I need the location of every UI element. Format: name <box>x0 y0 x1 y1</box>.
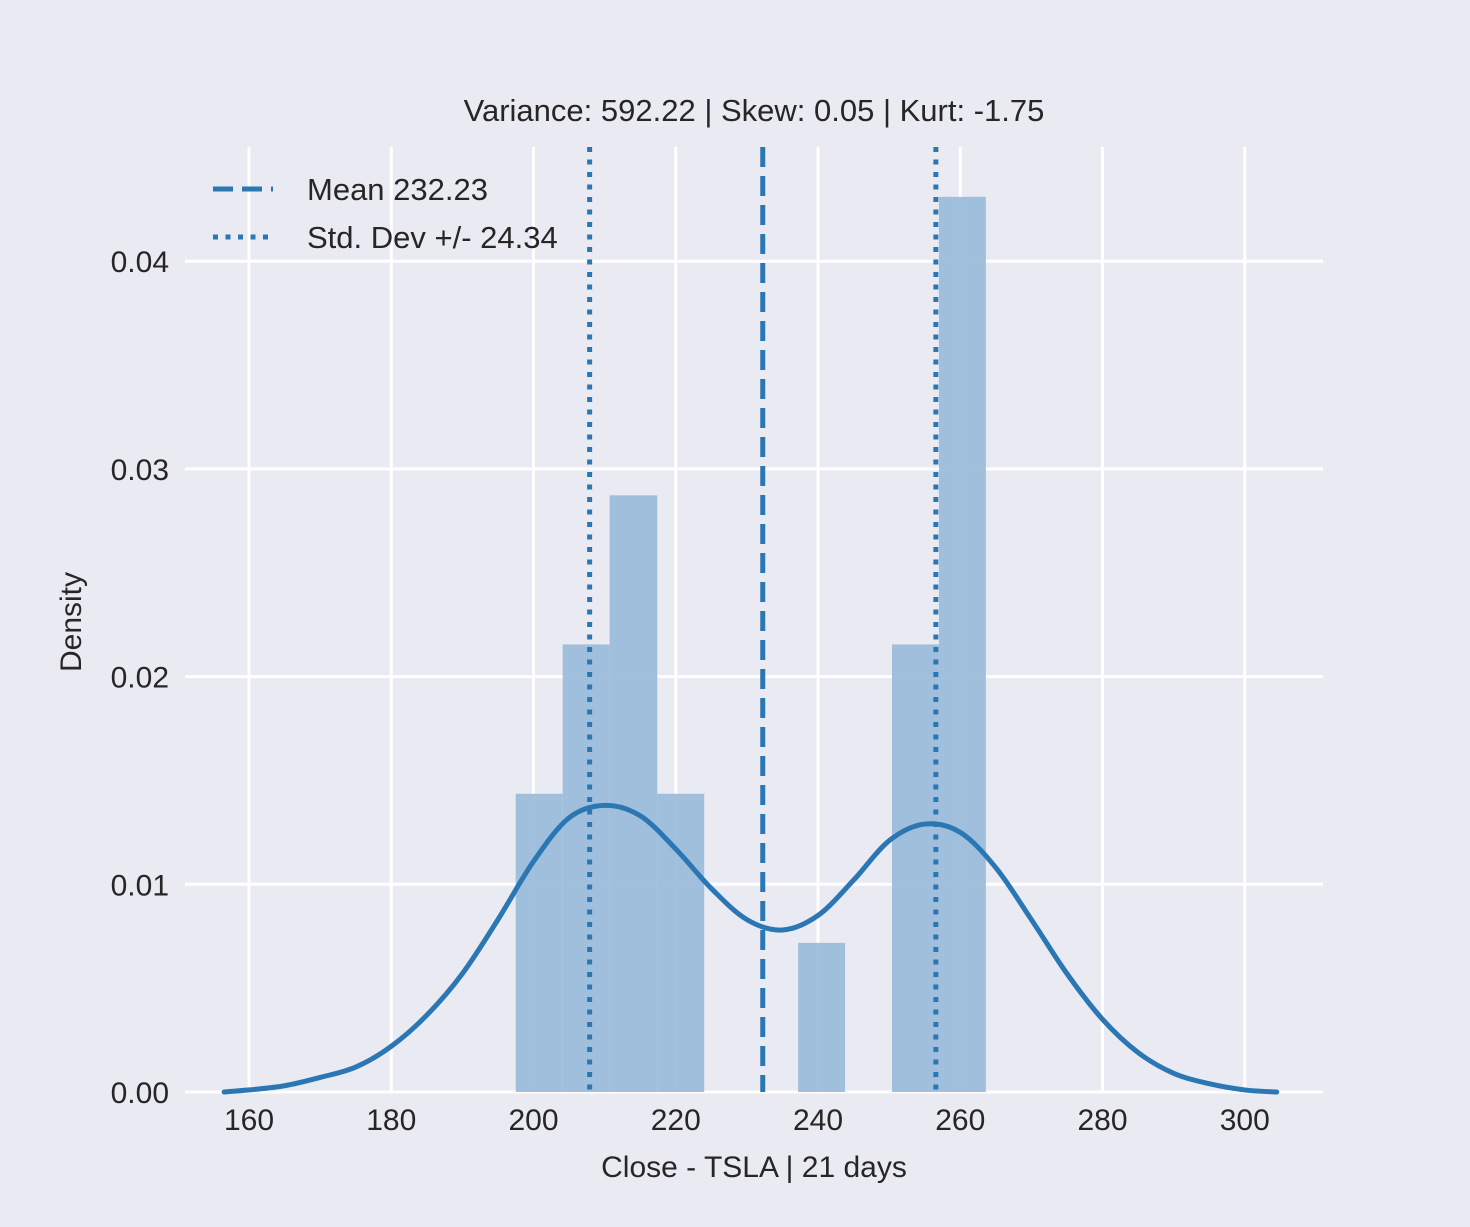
legend: Mean 232.23 Std. Dev +/- 24.34 <box>213 172 558 255</box>
legend-std-label: Std. Dev +/- 24.34 <box>307 220 558 255</box>
x-axis-label: Close - TSLA | 21 days <box>601 1151 907 1184</box>
x-tick-label: 160 <box>224 1104 274 1137</box>
x-tick-label: 220 <box>651 1104 701 1137</box>
histogram-bar <box>891 644 939 1092</box>
histogram-bar <box>562 644 610 1092</box>
y-tick-label: 0.01 <box>111 869 169 902</box>
histogram-bar <box>609 495 658 1092</box>
y-tick-label: 0.03 <box>111 454 169 487</box>
histogram-bar <box>798 942 846 1092</box>
y-tick-label: 0.00 <box>111 1077 169 1110</box>
histogram-bar <box>938 196 986 1092</box>
x-tick-label: 200 <box>508 1104 558 1137</box>
kde-curve <box>221 802 1280 1095</box>
y-tick-label: 0.04 <box>111 246 169 279</box>
histogram-bars <box>515 196 986 1092</box>
x-tick-label: 260 <box>935 1104 985 1137</box>
histogram-bar <box>515 793 563 1092</box>
chart-title: Variance: 592.22 | Skew: 0.05 | Kurt: -1… <box>464 93 1045 128</box>
x-tick-label: 180 <box>366 1104 416 1137</box>
stat-lines <box>587 147 939 1092</box>
y-tick-label: 0.02 <box>111 662 169 695</box>
x-tick-label: 240 <box>793 1104 843 1137</box>
x-tick-label: 280 <box>1077 1104 1127 1137</box>
histogram-bar <box>657 793 705 1092</box>
y-axis-label: Density <box>55 572 88 672</box>
tick-labels: 160 180 200 220 240 260 280 300 0.00 0.01 0.02 0.03… <box>111 246 1270 1137</box>
legend-mean-label: Mean 232.23 <box>307 172 488 207</box>
kde-line <box>221 802 1280 1095</box>
x-tick-label: 300 <box>1220 1104 1270 1137</box>
